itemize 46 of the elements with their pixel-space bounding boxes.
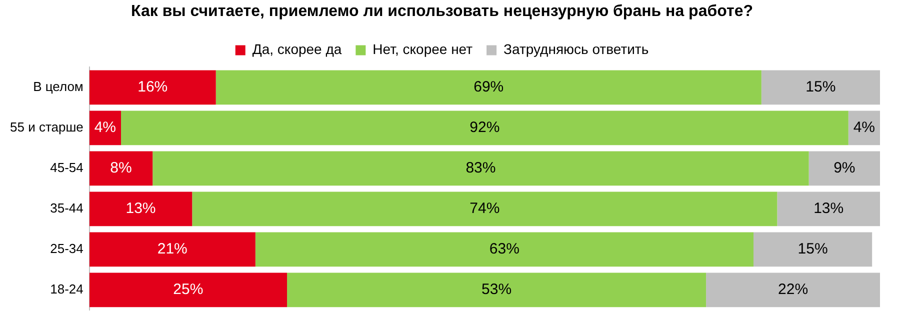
data-label: 4% [94, 119, 116, 136]
data-label: 15% [798, 240, 828, 258]
data-label: 25% [173, 281, 204, 298]
data-label: 13% [126, 200, 156, 218]
bar [808, 151, 880, 186]
data-label: 53% [482, 281, 512, 298]
chart-title: Как вы считаете, приемлемо ли использовать нецензурную брань на работе? [131, 3, 753, 20]
y-tick-label: 45-54 [50, 160, 84, 176]
legend-label: Затрудняюсь ответить [504, 41, 649, 58]
data-label: 69% [474, 78, 504, 96]
y-tick-label: В целом [33, 79, 84, 94]
data-label: 92% [470, 119, 500, 136]
data-label: 83% [466, 160, 496, 177]
bar [89, 151, 153, 186]
y-tick-label: 35-44 [50, 200, 84, 216]
y-tick-label: 25-34 [50, 241, 84, 256]
data-label: 63% [489, 240, 520, 258]
data-label: 13% [814, 200, 844, 218]
bar [777, 192, 880, 226]
data-label: 74% [470, 200, 500, 218]
legend-label: Нет, скорее нет [372, 41, 474, 58]
bar [192, 192, 778, 226]
bar [754, 232, 872, 267]
legend-label: Да, скорее да [252, 41, 342, 58]
data-label: 16% [138, 78, 168, 96]
bar [89, 70, 216, 105]
bar [848, 110, 880, 146]
data-label: 15% [806, 78, 836, 96]
bar [121, 110, 848, 146]
bar [287, 272, 706, 308]
data-label: 22% [778, 281, 808, 298]
bar [706, 272, 880, 308]
data-label: 4% [853, 119, 876, 136]
data-label: 8% [110, 160, 132, 177]
bar [216, 70, 762, 105]
bar [89, 192, 192, 226]
data-label: 9% [834, 160, 856, 177]
bar [255, 232, 754, 267]
bar [89, 272, 288, 308]
bar [152, 151, 809, 186]
bar [761, 70, 880, 105]
data-label: 21% [157, 240, 188, 258]
y-tick-label: 18-24 [50, 282, 84, 297]
bar [89, 232, 256, 267]
y-tick-label: 55 и старше [10, 120, 84, 135]
bar [89, 110, 121, 146]
